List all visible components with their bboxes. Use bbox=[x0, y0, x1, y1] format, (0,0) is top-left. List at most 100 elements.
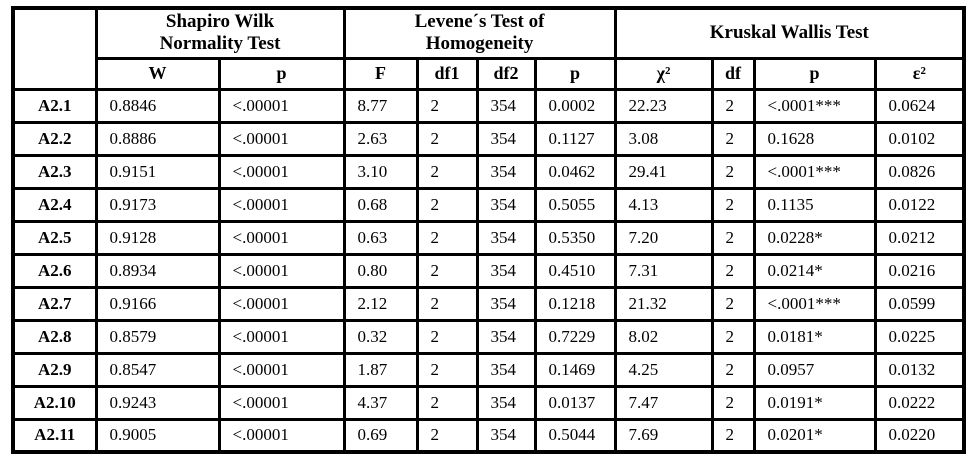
value-cell: 354 bbox=[475, 186, 537, 223]
value-cell: 2 bbox=[415, 219, 479, 256]
value-cell: 0.1218 bbox=[533, 285, 617, 322]
value-cell: 0.5044 bbox=[533, 417, 617, 454]
col-header-df2: df2 bbox=[475, 56, 537, 91]
value-cell: 0.9173 bbox=[94, 186, 221, 223]
value-cell: <.00001 bbox=[217, 318, 346, 355]
value-cell: 2.12 bbox=[342, 285, 419, 322]
col-header-p-levene: p bbox=[533, 56, 617, 91]
row-label: A2.2 bbox=[11, 120, 98, 157]
col-header-p-kruskal: p bbox=[752, 56, 877, 91]
row-label: A2.5 bbox=[11, 219, 98, 256]
row-label: A2.1 bbox=[11, 87, 98, 124]
table-row: A2.4 0.9173 <.00001 0.68 2 354 0.5055 4.13 2 0.11… bbox=[11, 186, 966, 223]
table-row: A2.6 0.8934 <.00001 0.80 2 354 0.4510 7.31 2 0.02… bbox=[11, 252, 966, 289]
value-cell: 22.23 bbox=[613, 87, 714, 124]
value-cell: 2 bbox=[710, 120, 756, 157]
value-cell: 0.0228* bbox=[752, 219, 877, 256]
value-cell: 8.77 bbox=[342, 87, 419, 124]
value-cell: 7.47 bbox=[613, 384, 714, 421]
value-cell: 0.0826 bbox=[873, 153, 966, 190]
value-cell: 0.1127 bbox=[533, 120, 617, 157]
value-cell: <.00001 bbox=[217, 186, 346, 223]
value-cell: 0.8934 bbox=[94, 252, 221, 289]
corner-cell bbox=[11, 6, 98, 91]
value-cell: 354 bbox=[475, 87, 537, 124]
value-cell: 7.20 bbox=[613, 219, 714, 256]
value-cell: 0.0599 bbox=[873, 285, 966, 322]
value-cell: 2 bbox=[710, 219, 756, 256]
value-cell: 3.10 bbox=[342, 153, 419, 190]
value-cell: <.0001*** bbox=[752, 87, 877, 124]
value-cell: 0.8886 bbox=[94, 120, 221, 157]
value-cell: 354 bbox=[475, 285, 537, 322]
value-cell: 0.5055 bbox=[533, 186, 617, 223]
row-label: A2.4 bbox=[11, 186, 98, 223]
value-cell: 0.0220 bbox=[873, 417, 966, 454]
value-cell: <.00001 bbox=[217, 219, 346, 256]
value-cell: 0.0222 bbox=[873, 384, 966, 421]
value-cell: 0.1135 bbox=[752, 186, 877, 223]
value-cell: <.00001 bbox=[217, 384, 346, 421]
value-cell: 0.7229 bbox=[533, 318, 617, 355]
col-header-epsilon-squared: ε² bbox=[873, 56, 966, 91]
value-cell: <.00001 bbox=[217, 153, 346, 190]
row-label: A2.3 bbox=[11, 153, 98, 190]
value-cell: 2 bbox=[710, 252, 756, 289]
value-cell: 4.13 bbox=[613, 186, 714, 223]
value-cell: 0.8846 bbox=[94, 87, 221, 124]
value-cell: 0.9005 bbox=[94, 417, 221, 454]
row-label: A2.10 bbox=[11, 384, 98, 421]
value-cell: 2 bbox=[415, 252, 479, 289]
row-label: A2.9 bbox=[11, 351, 98, 388]
col-header-f: F bbox=[342, 56, 419, 91]
value-cell: 2 bbox=[710, 351, 756, 388]
value-cell: 354 bbox=[475, 318, 537, 355]
value-cell: 0.5350 bbox=[533, 219, 617, 256]
col-header-w: W bbox=[94, 56, 221, 91]
col-header-df1: df1 bbox=[415, 56, 479, 91]
value-cell: 2 bbox=[415, 87, 479, 124]
value-cell: 0.0191* bbox=[752, 384, 877, 421]
statistics-table: Shapiro Wilk Normality Test Levene´s Tes… bbox=[11, 6, 967, 454]
value-cell: <.00001 bbox=[217, 120, 346, 157]
value-cell: 2 bbox=[710, 153, 756, 190]
col-header-p-shapiro: p bbox=[217, 56, 346, 91]
value-cell: 354 bbox=[475, 417, 537, 454]
value-cell: 1.87 bbox=[342, 351, 419, 388]
value-cell: 2 bbox=[415, 186, 479, 223]
value-cell: <.00001 bbox=[217, 87, 346, 124]
value-cell: 0.1628 bbox=[752, 120, 877, 157]
value-cell: <.0001*** bbox=[752, 153, 877, 190]
row-label: A2.6 bbox=[11, 252, 98, 289]
group-header-levene: Levene´s Test of Homogeneity bbox=[342, 6, 617, 60]
value-cell: <.00001 bbox=[217, 417, 346, 454]
value-cell: 0.80 bbox=[342, 252, 419, 289]
value-cell: 0.8547 bbox=[94, 351, 221, 388]
value-cell: 0.9128 bbox=[94, 219, 221, 256]
value-cell: 2 bbox=[415, 351, 479, 388]
value-cell: <.00001 bbox=[217, 351, 346, 388]
value-cell: 0.8579 bbox=[94, 318, 221, 355]
group-header-row: Shapiro Wilk Normality Test Levene´s Tes… bbox=[11, 6, 966, 91]
value-cell: 354 bbox=[475, 351, 537, 388]
table-row: A2.2 0.8886 <.00001 2.63 2 354 0.1127 3.08 2 0.16… bbox=[11, 120, 966, 157]
value-cell: 0.0214* bbox=[752, 252, 877, 289]
value-cell: 0.63 bbox=[342, 219, 419, 256]
table-row: A2.1 0.8846 <.00001 8.77 2 354 0.0002 22.23 2 <.0… bbox=[11, 87, 966, 124]
column-header-row: W p F df1 df2 p χ² df p ε² bbox=[13, 56, 966, 91]
group-header-kruskal-wallis: Kruskal Wallis Test bbox=[613, 6, 966, 60]
value-cell: 354 bbox=[475, 384, 537, 421]
value-cell: 21.32 bbox=[613, 285, 714, 322]
value-cell: 0.0225 bbox=[873, 318, 966, 355]
value-cell: 0.0957 bbox=[752, 351, 877, 388]
value-cell: 8.02 bbox=[613, 318, 714, 355]
table-row: A2.10 0.9243 <.00001 4.37 2 354 0.0137 7.47 2 0.0… bbox=[11, 384, 966, 421]
value-cell: 354 bbox=[475, 219, 537, 256]
row-label: A2.7 bbox=[11, 285, 98, 322]
row-label: A2.11 bbox=[11, 417, 98, 454]
value-cell: 7.31 bbox=[613, 252, 714, 289]
value-cell: 2 bbox=[415, 120, 479, 157]
value-cell: 0.0132 bbox=[873, 351, 966, 388]
value-cell: 7.69 bbox=[613, 417, 714, 454]
value-cell: 354 bbox=[475, 252, 537, 289]
